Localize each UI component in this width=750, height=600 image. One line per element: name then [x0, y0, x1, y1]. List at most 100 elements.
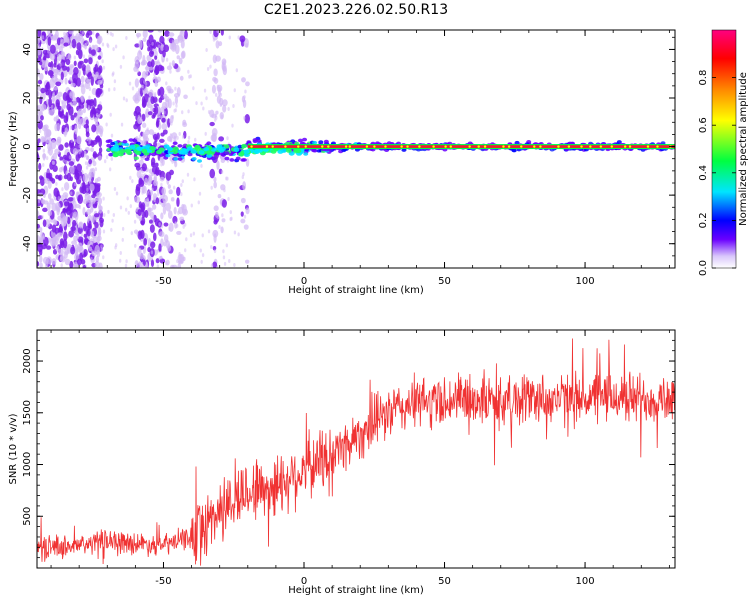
noise-speckle — [172, 101, 175, 106]
colorbar-tick-label: 0.4 — [698, 165, 709, 181]
noise-speckle — [146, 39, 151, 47]
noise-speckle — [205, 96, 208, 101]
noise-speckle — [65, 58, 71, 66]
noise-speckle — [229, 217, 232, 222]
noise-speckle — [54, 148, 60, 155]
snr-frame — [36, 329, 676, 569]
noise-speckle — [154, 76, 158, 84]
noise-speckle — [237, 232, 240, 237]
noise-speckle — [112, 212, 116, 217]
noise-speckle — [73, 138, 77, 143]
noise-speckle — [213, 68, 218, 77]
ridge-peak — [567, 145, 571, 148]
ridge-peak — [539, 145, 542, 148]
noise-speckle — [63, 231, 68, 242]
noise-speckle — [141, 264, 145, 268]
spectral-blob — [105, 139, 111, 144]
noise-speckle — [143, 155, 146, 160]
noise-speckle — [72, 198, 76, 203]
noise-speckle — [195, 101, 198, 106]
noise-speckle — [91, 140, 98, 146]
noise-speckle — [193, 243, 196, 248]
noise-speckle — [69, 76, 73, 82]
noise-speckle — [134, 243, 137, 248]
noise-speckle — [137, 87, 141, 92]
noise-speckle — [91, 214, 95, 224]
noise-speckle — [180, 30, 183, 35]
noise-speckle — [127, 210, 130, 215]
noise-speckle — [103, 159, 107, 164]
ridge-peak — [321, 145, 324, 148]
noise-speckle — [134, 105, 141, 116]
noise-speckle — [55, 115, 59, 121]
noise-speckle — [216, 84, 220, 89]
colorbar-tick-label: 0.6 — [698, 117, 709, 133]
noise-speckle — [72, 96, 77, 107]
noise-speckle — [172, 185, 176, 190]
spectral-blob — [229, 158, 235, 162]
noise-speckle — [219, 92, 223, 97]
y-tick-label: 1500 — [22, 400, 33, 425]
noise-speckle — [103, 213, 106, 218]
spectral-blob — [113, 147, 120, 152]
colorbar-label: Normalized spectral amplitude — [738, 72, 749, 226]
noise-speckle — [85, 165, 89, 170]
noise-speckle — [209, 30, 212, 34]
spectral-blob — [117, 151, 124, 157]
noise-speckle — [105, 122, 108, 127]
noise-speckle — [165, 57, 169, 62]
noise-speckle — [225, 176, 228, 181]
snr-series-line — [37, 338, 675, 566]
noise-speckle — [55, 245, 60, 252]
noise-speckle — [110, 157, 114, 162]
noise-speckle — [161, 187, 166, 196]
noise-speckle — [48, 109, 55, 116]
noise-speckle — [168, 226, 171, 231]
noise-speckle — [114, 44, 118, 49]
noise-speckle — [187, 140, 190, 145]
noise-speckle — [203, 88, 207, 93]
noise-speckle — [43, 136, 47, 141]
noise-speckle — [159, 35, 165, 45]
noise-speckle — [63, 201, 69, 207]
spectral-blob — [172, 141, 178, 146]
noise-speckle — [165, 202, 171, 212]
noise-speckle — [192, 86, 195, 91]
noise-speckle — [112, 47, 115, 52]
noise-speckle — [102, 65, 106, 70]
noise-speckle — [181, 50, 186, 59]
noise-speckle — [70, 191, 73, 196]
noise-speckle — [138, 215, 143, 222]
noise-speckle — [39, 72, 44, 81]
noise-speckle — [179, 216, 185, 222]
noise-speckle — [85, 32, 90, 39]
noise-speckle — [211, 132, 217, 143]
noise-speckle — [147, 207, 152, 217]
noise-speckle — [37, 138, 41, 144]
noise-speckle — [80, 96, 83, 101]
noise-speckle — [231, 123, 234, 128]
noise-speckle — [176, 197, 180, 208]
noise-speckle — [78, 150, 81, 155]
noise-speckle — [153, 93, 157, 98]
noise-speckle — [140, 84, 144, 89]
noise-speckle — [143, 93, 149, 103]
noise-speckle — [42, 256, 49, 265]
noise-speckle — [150, 241, 156, 249]
ridge-peak — [250, 145, 253, 148]
noise-speckle — [140, 173, 144, 178]
noise-speckle — [64, 127, 68, 134]
noise-speckle — [178, 252, 181, 257]
noise-speckle — [122, 96, 126, 101]
noise-speckle — [244, 89, 247, 94]
spectral-blob — [316, 149, 322, 153]
noise-speckle — [176, 135, 179, 140]
noise-speckle — [89, 183, 95, 192]
ridge-peak — [557, 145, 560, 148]
noise-speckle — [97, 79, 103, 85]
noise-speckle — [90, 167, 96, 178]
spectral-blob — [191, 156, 197, 161]
noise-speckle — [135, 186, 141, 196]
noise-speckle — [160, 44, 164, 49]
noise-speckle — [55, 138, 62, 146]
